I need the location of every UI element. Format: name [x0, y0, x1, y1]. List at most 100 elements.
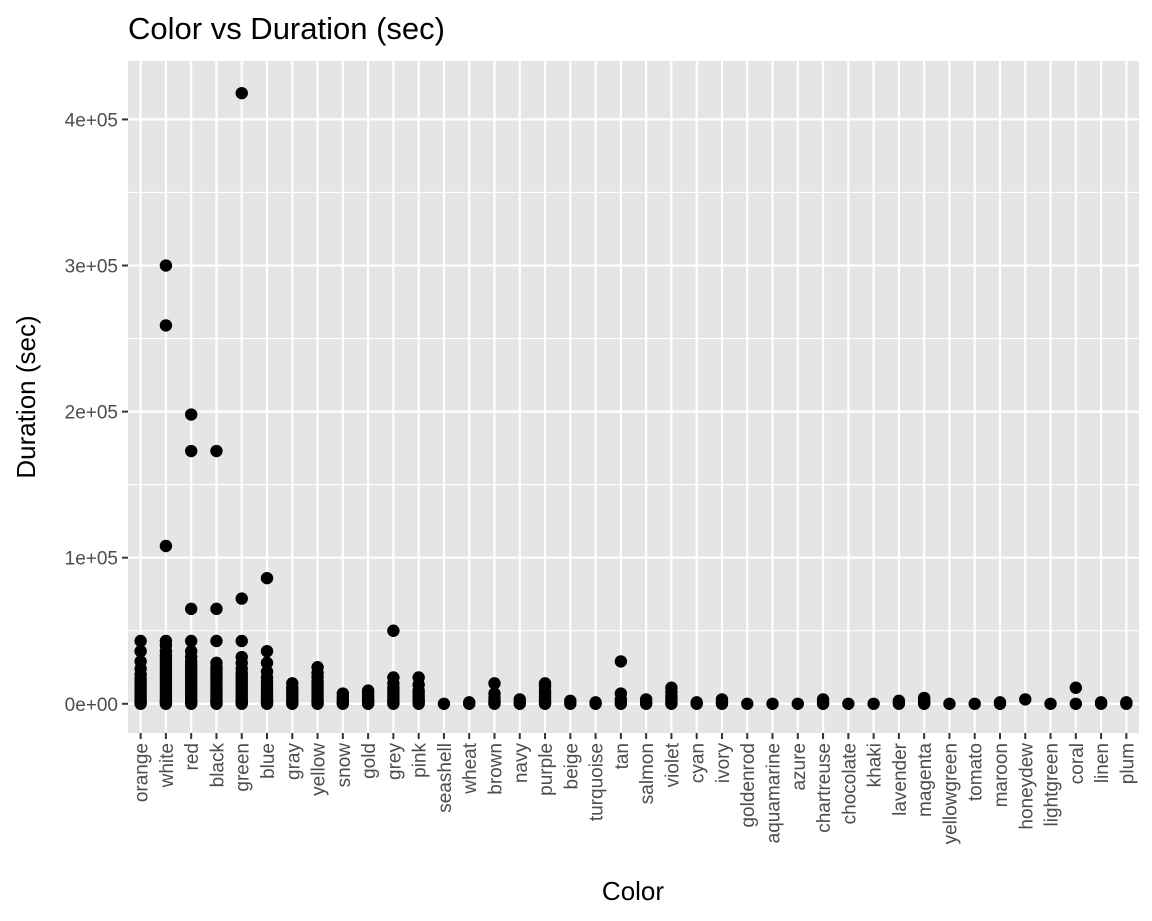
data-point — [210, 634, 223, 648]
y-tick-label: 2e+05 — [65, 403, 118, 424]
data-point — [235, 634, 248, 648]
y-tick-label: 0e+00 — [65, 695, 118, 716]
y-tick-label: 1e+05 — [65, 549, 118, 570]
data-point — [690, 696, 703, 709]
data-point — [235, 86, 248, 100]
data-point — [993, 696, 1007, 709]
data-point — [260, 665, 274, 678]
data-point — [766, 697, 779, 710]
x-tick-label: pink — [410, 743, 431, 778]
y-axis: 0e+00 1e+05 2e+05 3e+05 4e+05 — [65, 110, 128, 716]
data-point — [134, 644, 147, 658]
data-point — [1019, 693, 1032, 706]
x-tick-label: tomato — [966, 743, 987, 801]
data-point — [1069, 697, 1083, 710]
data-point — [210, 656, 223, 670]
x-tick-label: salmon — [637, 743, 658, 804]
panel-background — [128, 61, 1139, 733]
data-point — [311, 661, 324, 674]
data-point — [184, 634, 198, 648]
data-point — [1094, 696, 1108, 709]
data-point — [816, 693, 830, 706]
data-point — [210, 444, 223, 458]
x-tick-label: purple — [536, 743, 557, 796]
data-point — [387, 671, 400, 684]
data-point — [336, 687, 350, 700]
data-point — [260, 656, 274, 670]
data-point — [564, 694, 577, 708]
data-point — [665, 681, 678, 694]
data-point — [589, 696, 602, 709]
data-point — [184, 602, 198, 616]
plot-panel — [128, 61, 1139, 733]
data-point — [867, 697, 880, 710]
x-tick-label: plum — [1117, 743, 1138, 784]
data-point — [134, 655, 147, 668]
data-point — [741, 697, 754, 710]
data-point — [184, 408, 198, 421]
x-tick-label: linen — [1092, 743, 1113, 783]
data-point — [614, 655, 628, 668]
x-tick-label: lightgreen — [1042, 743, 1063, 826]
data-point — [1069, 681, 1083, 694]
data-point — [791, 697, 804, 710]
data-point — [1044, 697, 1057, 710]
data-point — [488, 677, 501, 690]
x-axis-title: Color — [602, 876, 664, 906]
x-tick-label: white — [157, 743, 178, 788]
data-point — [184, 444, 198, 458]
data-point — [943, 697, 956, 710]
y-axis-title: Duration (sec) — [11, 315, 41, 478]
x-tick-label: snow — [334, 743, 355, 788]
data-point — [134, 634, 147, 648]
data-point — [159, 259, 173, 272]
data-point — [614, 687, 628, 700]
data-point — [463, 696, 476, 709]
x-tick-label: ivory — [713, 743, 734, 784]
data-point — [159, 634, 173, 648]
data-point — [235, 650, 248, 664]
x-tick-label: honeydew — [1016, 743, 1037, 830]
x-tick-label: azure — [789, 743, 810, 791]
x-tick-label: yellow — [309, 743, 330, 796]
data-point — [412, 671, 425, 684]
data-point — [842, 697, 855, 710]
data-point — [538, 677, 552, 690]
data-points — [134, 86, 1133, 710]
x-tick-label: violet — [662, 742, 683, 787]
y-tick-label: 3e+05 — [65, 257, 118, 278]
data-point — [488, 687, 501, 700]
x-tick-label: black — [207, 743, 228, 788]
x-tick-label: beige — [561, 743, 582, 790]
x-tick-label: magenta — [915, 743, 936, 817]
x-tick-label: cyan — [688, 743, 709, 783]
data-point — [968, 697, 981, 710]
x-tick-label: gold — [359, 743, 380, 779]
x-tick-label: khaki — [865, 743, 886, 787]
data-point — [892, 694, 906, 708]
y-tick-label: 4e+05 — [65, 110, 118, 131]
data-point — [159, 539, 173, 553]
x-tick-label: goldenrod — [738, 743, 759, 828]
x-tick-label: turquoise — [587, 743, 608, 821]
x-tick-label: grey — [384, 743, 405, 780]
x-tick-label: red — [182, 743, 203, 770]
data-point — [639, 693, 653, 706]
data-point — [361, 684, 375, 697]
x-tick-label: seashell — [435, 743, 456, 813]
chart-title: Color vs Duration (sec) — [128, 11, 445, 46]
x-axis: orange white red black green blue gray yellow sn… — [132, 733, 1138, 844]
x-tick-label: tan — [612, 743, 633, 769]
x-tick-label: chocolate — [839, 743, 860, 824]
data-point — [437, 697, 451, 710]
data-point — [210, 602, 223, 616]
data-point — [917, 691, 931, 705]
x-tick-label: chartreuse — [814, 743, 835, 833]
data-point — [1120, 696, 1133, 709]
x-tick-label: navy — [511, 743, 532, 784]
x-tick-label: aquamarine — [764, 743, 785, 843]
data-point — [159, 319, 173, 332]
data-point — [260, 644, 274, 658]
x-tick-label: maroon — [991, 743, 1012, 807]
